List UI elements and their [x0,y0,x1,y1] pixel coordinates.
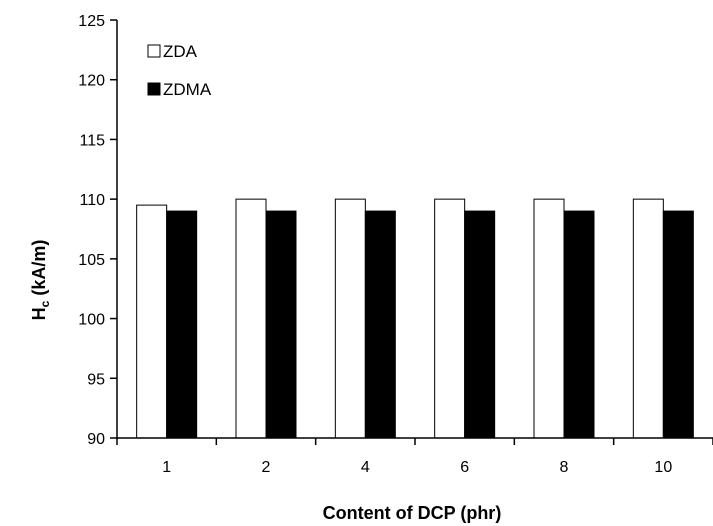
x-tick-label: 2 [262,459,271,476]
x-tick-label: 8 [560,459,569,476]
bar-zdma-10 [662,210,694,439]
y-tick-label: 90 [87,431,105,448]
bar-zda-6 [434,198,466,439]
bar-zdma-6 [464,210,496,439]
y-tick-label: 125 [78,13,105,30]
y-tick-label: 100 [78,312,105,329]
y-ticks-group: 90 95 100 105 110 115 120 125 [78,13,117,448]
legend-label-zdma: ZDMA [163,80,212,99]
x-tick-label: 4 [361,459,370,476]
bar-zda-10 [632,198,664,439]
bar-zdma-4 [364,210,396,439]
x-tick-label: 6 [460,459,469,476]
y-tick-label: 105 [78,252,105,269]
x-tick-label: 1 [162,459,171,476]
legend-label-zda: ZDA [163,42,198,61]
x-tick-label: 10 [654,459,672,476]
bar-zda-1 [136,204,168,439]
y-tick-label: 110 [79,192,105,209]
y-axis-title-sub: c [38,300,52,307]
y-tick-label: 120 [78,73,105,90]
bar-zdma-1 [166,210,198,439]
x-axis-title: Content of DCP (phr) [323,503,502,523]
bar-zda-2 [235,198,267,439]
bar-zdma-2 [265,210,297,439]
legend-swatch-zda [147,44,161,58]
bar-zda-4 [334,198,366,439]
bar-zdma-8 [563,210,595,439]
legend: ZDA ZDMA [147,42,212,99]
y-tick-label: 95 [87,371,105,388]
y-axis-title: Hc (kA/m) [29,240,52,321]
y-axis-title-rest: (kA/m) [29,240,49,301]
legend-swatch-zdma [147,82,161,96]
bars-group [136,198,694,439]
y-axis-title-main: H [29,307,49,320]
bar-zda-8 [533,198,565,439]
y-tick-label: 115 [79,132,105,149]
x-ticks-group: 1 2 4 6 8 10 [116,438,713,476]
